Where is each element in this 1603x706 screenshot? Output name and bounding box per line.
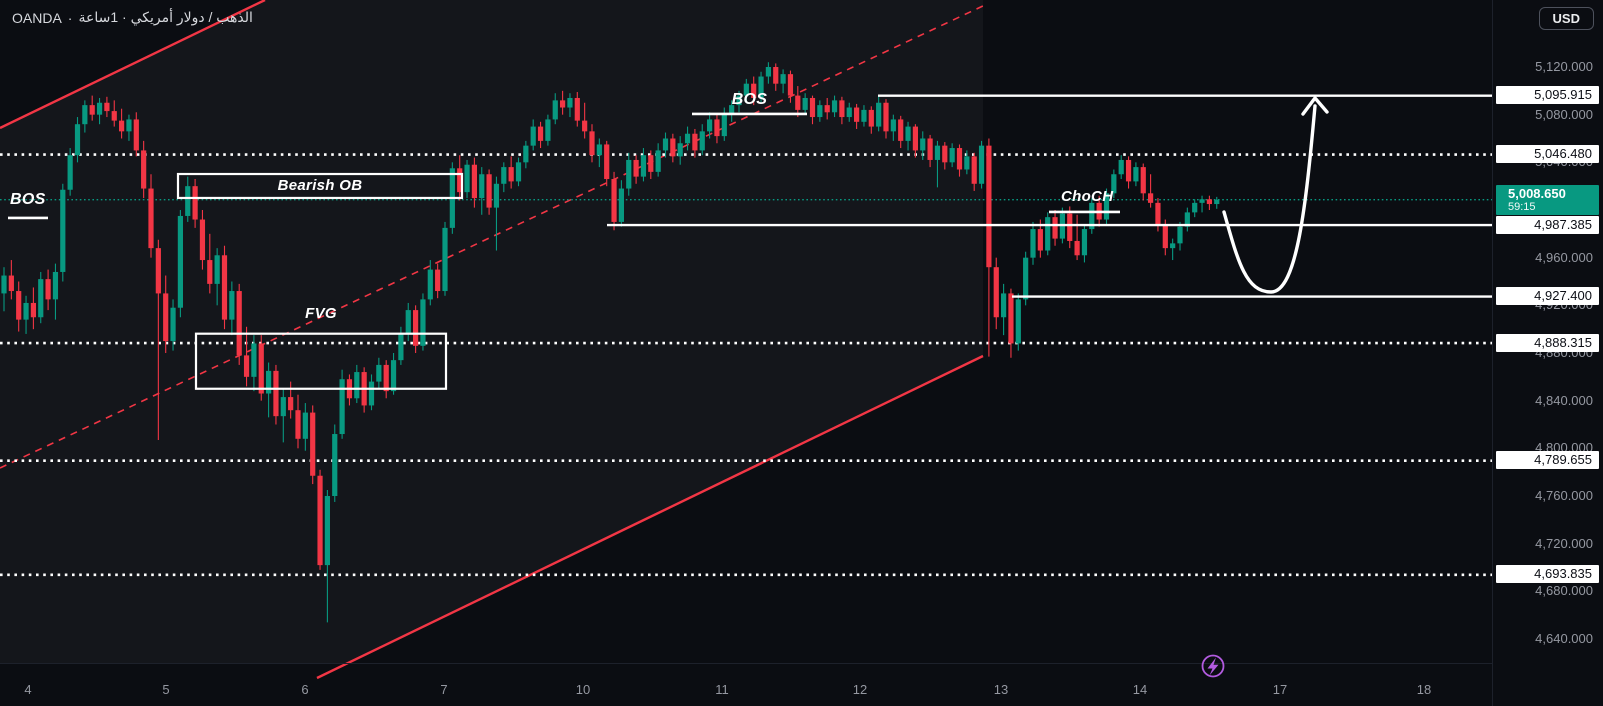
price-grid-label: 4,840.000 [1535, 392, 1593, 408]
price-grid-label: 4,720.000 [1535, 535, 1593, 551]
price-level-badge: 5,046.480 [1496, 145, 1599, 164]
symbol-interval-label: الذهب / دولار أمريكي · 1ساعة [78, 9, 253, 25]
price-grid-label: 4,760.000 [1535, 488, 1593, 503]
time-axis-label: 10 [575, 682, 591, 697]
current-price-badge: 5,008.650 59:15 [1496, 184, 1599, 215]
choch-label[interactable]: ChoCH [1061, 188, 1114, 205]
time-axis-label: 4 [24, 682, 32, 697]
price-grid-label: 5,080.000 [1535, 106, 1593, 122]
time-axis[interactable]: 4 5 6 7 10 11 12 13 14 17 18 [0, 663, 1492, 706]
time-axis-label: 13 [993, 682, 1009, 697]
price-grid-label: 4,960.000 [1535, 249, 1593, 265]
price-level-badge: 5,095.915 [1496, 86, 1599, 105]
price-level-badge: 4,987.385 [1496, 215, 1599, 234]
fvg-label[interactable]: FVG [305, 305, 337, 322]
time-axis-label: 6 [301, 682, 309, 697]
bos-left-label[interactable]: BOS [10, 191, 46, 208]
legend-separator: · [67, 9, 73, 26]
time-axis-label: 17 [1272, 682, 1288, 697]
current-price-value: 5,008.650 [1508, 185, 1566, 201]
symbol-legend[interactable]: OANDA · الذهب / دولار أمريكي · 1ساعة [12, 9, 253, 26]
exchange-name: OANDA [12, 9, 62, 26]
price-grid-label: 4,680.000 [1535, 583, 1593, 599]
bos-mid-label[interactable]: BOS [731, 91, 768, 108]
price-level-badge: 4,888.315 [1496, 333, 1599, 352]
price-grid-label: 5,120.000 [1535, 59, 1593, 74]
price-level-badge: 4,693.835 [1496, 565, 1599, 584]
time-axis-label: 5 [162, 682, 170, 697]
bearish-ob-label[interactable]: Bearish OB [277, 177, 363, 194]
bar-countdown: 59:15 [1508, 200, 1536, 213]
price-grid-label: 4,640.000 [1535, 631, 1593, 646]
time-axis-label: 12 [852, 682, 868, 697]
time-axis-label: 14 [1132, 682, 1148, 697]
time-axis-label: 11 [715, 682, 729, 697]
lightning-boost-icon[interactable] [1201, 654, 1225, 678]
time-axis-label: 7 [440, 682, 448, 697]
price-level-badge: 4,789.655 [1496, 451, 1599, 470]
price-level-badge: 4,927.400 [1496, 287, 1599, 305]
time-axis-label: 18 [1416, 682, 1432, 697]
currency-toggle-button[interactable]: USD [1538, 7, 1594, 30]
price-axis[interactable]: 5,008.650 59:15 5,120.0005,080.0005,040.… [1493, 0, 1603, 663]
